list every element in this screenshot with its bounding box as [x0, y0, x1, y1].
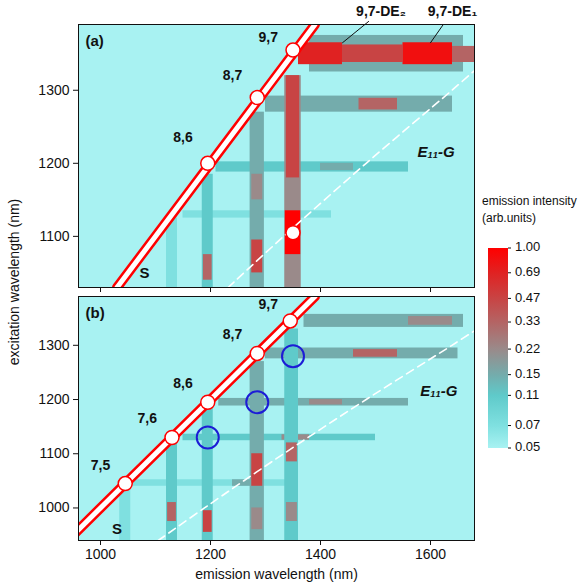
- svg-text:0.07: 0.07: [515, 417, 540, 432]
- svg-text:emission intensity: emission intensity: [482, 194, 577, 208]
- svg-text:1200: 1200: [38, 155, 69, 171]
- svg-text:E₁₁-G: E₁₁-G: [420, 382, 458, 399]
- svg-text:0.47: 0.47: [515, 290, 540, 305]
- svg-text:8,7: 8,7: [223, 67, 243, 83]
- svg-text:9,7-DE₁: 9,7-DE₁: [428, 3, 478, 19]
- svg-text:1000: 1000: [38, 499, 69, 515]
- svg-text:0.15: 0.15: [515, 366, 540, 381]
- svg-text:8,6: 8,6: [173, 129, 193, 145]
- svg-text:1200: 1200: [195, 546, 226, 562]
- svg-text:(arb.units): (arb.units): [482, 211, 536, 225]
- svg-text:1000: 1000: [85, 546, 116, 562]
- svg-text:1200: 1200: [38, 391, 69, 407]
- svg-text:(a): (a): [86, 32, 104, 49]
- svg-text:1100: 1100: [39, 228, 69, 244]
- svg-text:1600: 1600: [415, 546, 446, 562]
- svg-text:9,7-DE₂: 9,7-DE₂: [356, 3, 406, 19]
- svg-text:emission wavelength (nm): emission wavelength (nm): [195, 566, 358, 582]
- svg-text:S: S: [139, 264, 149, 281]
- svg-text:1300: 1300: [38, 337, 69, 353]
- svg-text:1100: 1100: [39, 445, 69, 461]
- svg-text:0.22: 0.22: [515, 341, 540, 356]
- svg-text:S: S: [112, 520, 122, 537]
- svg-text:9,7: 9,7: [259, 29, 279, 45]
- svg-text:8,7: 8,7: [223, 326, 243, 342]
- svg-text:0.69: 0.69: [515, 264, 540, 279]
- svg-text:0.33: 0.33: [515, 313, 540, 328]
- svg-text:(b): (b): [86, 304, 105, 321]
- svg-text:E₁₁-G: E₁₁-G: [417, 143, 455, 160]
- svg-text:excitation wavelength (nm): excitation wavelength (nm): [6, 199, 22, 366]
- svg-text:1300: 1300: [38, 82, 69, 98]
- svg-text:1400: 1400: [305, 546, 336, 562]
- svg-text:7,6: 7,6: [138, 410, 158, 426]
- svg-text:7,5: 7,5: [91, 457, 111, 473]
- svg-text:0.11: 0.11: [515, 387, 539, 402]
- svg-text:8,6: 8,6: [173, 375, 193, 391]
- svg-text:0.05: 0.05: [515, 439, 540, 454]
- svg-text:9,7: 9,7: [259, 296, 279, 312]
- svg-text:1.00: 1.00: [515, 239, 540, 254]
